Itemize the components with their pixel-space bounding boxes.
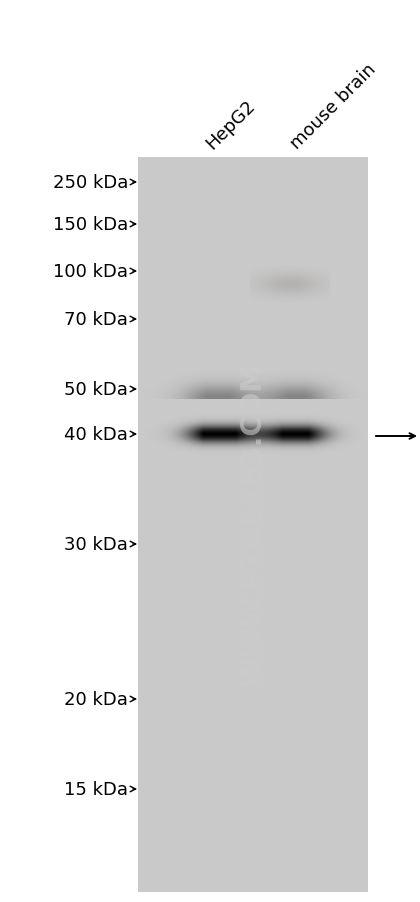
Bar	[138, 158, 368, 892]
Text: 15 kDa: 15 kDa	[64, 780, 128, 798]
Text: 20 kDa: 20 kDa	[64, 690, 128, 708]
Text: 40 kDa: 40 kDa	[64, 426, 128, 444]
Text: WWW.PTGLAB3.COM: WWW.PTGLAB3.COM	[239, 364, 267, 686]
Text: HepG2: HepG2	[202, 97, 258, 152]
Text: 50 kDa: 50 kDa	[64, 381, 128, 399]
Text: mouse brain: mouse brain	[287, 60, 380, 152]
Text: 150 kDa: 150 kDa	[53, 216, 128, 234]
Text: 70 kDa: 70 kDa	[64, 310, 128, 328]
Text: 30 kDa: 30 kDa	[64, 536, 128, 554]
Text: 100 kDa: 100 kDa	[53, 262, 128, 281]
Text: 250 kDa: 250 kDa	[52, 174, 128, 192]
